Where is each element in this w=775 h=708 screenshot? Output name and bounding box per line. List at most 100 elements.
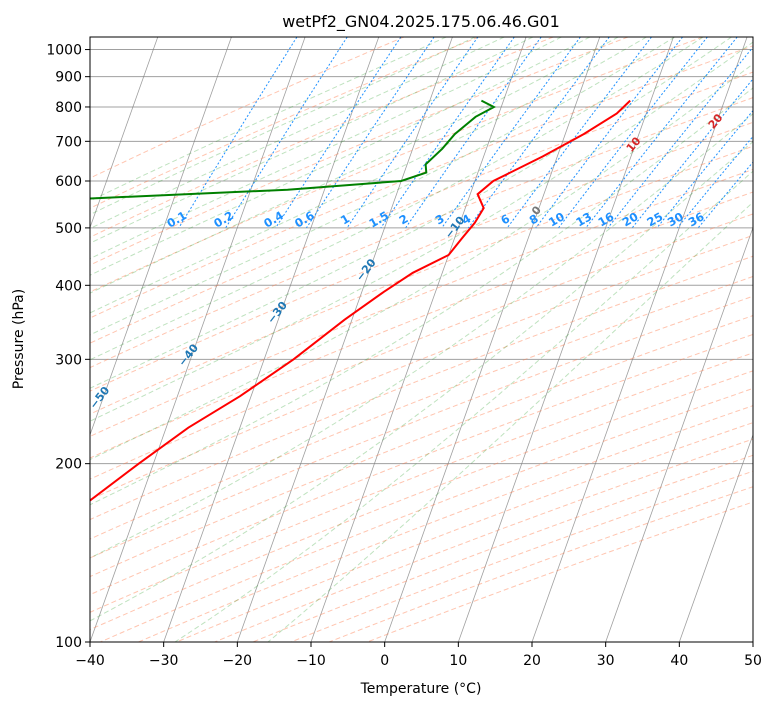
- dry-adiabat-line: [90, 191, 753, 459]
- moist-adiabat-line: [90, 37, 619, 294]
- dry-adiabat-line: [90, 333, 753, 596]
- dry-adiabat-line: [100, 387, 753, 642]
- plot-grid: [0, 37, 753, 642]
- mixing-ratio-label: 0.1: [164, 208, 189, 230]
- y-tick-label: 700: [55, 134, 82, 150]
- x-tick-label: 0: [380, 653, 389, 669]
- mixing-ratio-label: 20: [620, 209, 641, 229]
- mixing-ratio-line: [585, 37, 738, 229]
- x-tick-label: −20: [223, 653, 253, 669]
- dry-adiabat-line: [90, 37, 405, 179]
- dry-adiabat-line: [90, 168, 753, 437]
- y-tick-label: 100: [55, 635, 82, 651]
- mixing-ratio-line: [405, 37, 542, 229]
- y-axis-label: Pressure (hPa): [11, 289, 27, 389]
- isotherm-line: [384, 37, 601, 642]
- moist-adiabat-line: [90, 37, 704, 361]
- dry-adiabat-line: [90, 255, 753, 521]
- mixing-ratio-line: [225, 37, 348, 229]
- mixing-ratio-line: [346, 37, 479, 229]
- mixing-ratio-label: 1: [338, 211, 352, 227]
- mixing-ratio-line: [631, 78, 753, 229]
- dry-adiabat-line: [90, 71, 753, 344]
- mixing-ratio-line: [275, 37, 402, 229]
- mixing-ratio-line: [535, 37, 683, 229]
- isotherm-line: [752, 640, 753, 642]
- y-tick-label: 800: [55, 100, 82, 116]
- dry-adiabat-line: [90, 213, 753, 480]
- isotherm-line: [678, 433, 753, 642]
- moist-adiabat-line: [90, 37, 562, 260]
- x-tick-label: −30: [149, 653, 179, 669]
- moist-adiabat-label: 20: [706, 111, 726, 131]
- dry-adiabat-line: [90, 275, 753, 540]
- moist-adiabat-line: [267, 201, 753, 642]
- plot-frame: [89, 36, 754, 643]
- x-tick-label: −40: [75, 653, 105, 669]
- dry-adiabat-label: −60: [0, 426, 24, 454]
- dry-adiabat-line: [90, 145, 753, 415]
- moist-adiabat-line: [90, 63, 753, 461]
- dry-adiabat-line: [90, 45, 753, 319]
- x-tick-label: −10: [296, 653, 326, 669]
- moist-adiabat-line: [90, 37, 505, 230]
- moist-adiabat-line: [90, 41, 753, 422]
- mixing-ratio-line: [178, 37, 298, 229]
- dry-adiabat-line: [90, 370, 753, 631]
- mixing-ratio-line: [305, 37, 435, 229]
- mixing-ratio-line: [467, 37, 610, 229]
- isotherm-line: [90, 37, 232, 437]
- x-tick-label: 10: [449, 653, 467, 669]
- x-tick-label: 50: [744, 653, 762, 669]
- isotherm-line: [236, 37, 453, 642]
- y-tick-label: 300: [55, 352, 82, 368]
- mixing-ratio-line: [607, 46, 753, 229]
- mixing-ratio-line: [656, 109, 753, 229]
- dry-adiabat-line: [90, 315, 753, 578]
- dewpoint-line: [90, 99, 497, 200]
- isotherm-line: [0, 37, 10, 642]
- y-tick-label: 600: [55, 174, 82, 190]
- x-tick-label: 30: [597, 653, 615, 669]
- moist-adiabat-line: [90, 37, 447, 202]
- mixing-ratio-label: 10: [546, 209, 567, 229]
- mixing-ratio-label: 1.5: [366, 208, 391, 230]
- y-tick-label: 1000: [46, 43, 82, 59]
- moist-adiabat-line: [90, 37, 591, 276]
- dry-adiabat-line: [90, 37, 479, 209]
- temperature-line: [90, 99, 631, 502]
- isotherm-line: [90, 37, 159, 229]
- mixing-ratio-label: 13: [573, 209, 594, 229]
- dry-adiabat-line: [90, 352, 753, 613]
- y-tick-label: 500: [55, 221, 82, 237]
- dry-adiabat-line: [214, 438, 753, 642]
- chart-title: wetPf2_GN04.2025.175.06.46.G01: [282, 12, 560, 32]
- x-tick-label: 40: [670, 653, 688, 669]
- dry-adiabat-line: [90, 121, 753, 392]
- moist-adiabat-line: [90, 37, 676, 336]
- dry-adiabat-line: [90, 295, 753, 559]
- dry-adiabat-line: [90, 234, 753, 501]
- x-axis-label: Temperature (°C): [360, 681, 482, 697]
- mixing-ratio-label: 2: [397, 211, 411, 227]
- isotherm-line: [90, 37, 306, 642]
- isotherm-line: [531, 37, 748, 642]
- moist-adiabat-label: 10: [624, 134, 644, 154]
- mixing-ratio-label: 25: [644, 209, 665, 229]
- moist-adiabat-line: [174, 170, 753, 642]
- isotherm-line: [163, 37, 380, 642]
- x-tick-label: 20: [523, 653, 541, 669]
- dry-adiabat-label: −30: [265, 299, 291, 327]
- mixing-ratio-line: [506, 37, 652, 229]
- mixing-ratio-line: [380, 37, 515, 229]
- mixing-ratio-label: 3: [433, 211, 447, 227]
- mixing-ratio-line: [677, 135, 753, 229]
- mixing-ratio-label: 36: [686, 209, 707, 229]
- plot-series: [90, 99, 631, 502]
- dry-adiabat-line: [328, 486, 753, 642]
- mixing-ratio-label: 0.6: [292, 208, 317, 230]
- moist-adiabat-line: [90, 37, 732, 389]
- moist-adiabat-line: [90, 37, 534, 244]
